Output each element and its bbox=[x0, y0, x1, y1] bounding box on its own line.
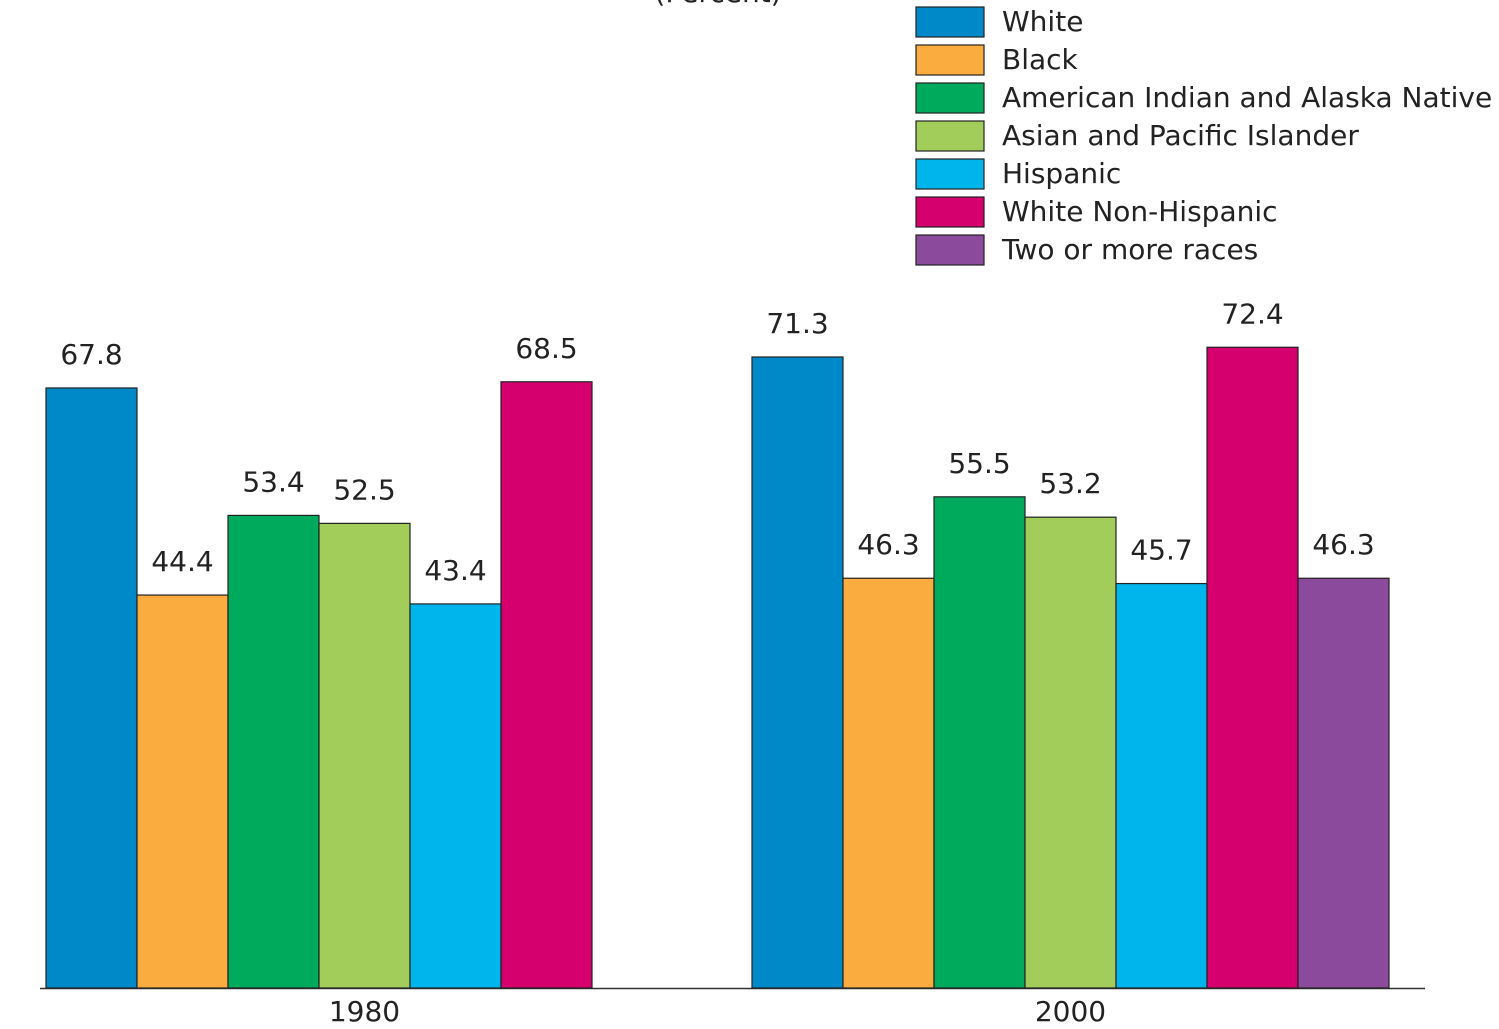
data-label: 43.4 bbox=[424, 554, 486, 587]
bar bbox=[933, 496, 1026, 989]
data-label: 53.2 bbox=[1039, 467, 1101, 500]
bar bbox=[751, 356, 844, 989]
bar bbox=[1297, 577, 1390, 989]
legend-label: White Non-Hispanic bbox=[1002, 195, 1278, 228]
legend-swatch bbox=[915, 234, 985, 266]
bar bbox=[318, 522, 411, 989]
data-label: 72.4 bbox=[1221, 297, 1283, 330]
legend-swatch bbox=[915, 120, 985, 152]
bar bbox=[45, 387, 138, 989]
legend-swatch bbox=[915, 82, 985, 114]
chart-subtitle: (Percent) bbox=[654, 0, 781, 9]
legend-label: Two or more races bbox=[1001, 233, 1258, 266]
bar bbox=[1115, 582, 1208, 989]
data-label: 55.5 bbox=[948, 447, 1010, 480]
legend-swatch bbox=[915, 44, 985, 76]
data-label: 71.3 bbox=[766, 307, 828, 340]
bar bbox=[500, 381, 593, 989]
x-tick-label: 1980 bbox=[329, 995, 400, 1028]
legend-label: Asian and Pacific Islander bbox=[1002, 119, 1359, 152]
bar bbox=[227, 514, 320, 989]
legend-label: Hispanic bbox=[1002, 157, 1121, 190]
data-label: 67.8 bbox=[60, 338, 122, 371]
bar bbox=[1206, 346, 1299, 989]
bar bbox=[842, 577, 935, 989]
data-label: 53.4 bbox=[242, 465, 304, 498]
legend-swatch bbox=[915, 158, 985, 190]
bar bbox=[136, 594, 229, 989]
data-label: 46.3 bbox=[1312, 528, 1374, 561]
legend-label: White bbox=[1002, 5, 1083, 38]
data-label: 45.7 bbox=[1130, 534, 1192, 567]
data-label: 44.4 bbox=[151, 545, 213, 578]
legend-swatch bbox=[915, 6, 985, 38]
legend-label: American Indian and Alaska Native bbox=[1002, 81, 1492, 114]
bar bbox=[409, 603, 502, 989]
data-label: 68.5 bbox=[515, 332, 577, 365]
legend-swatch bbox=[915, 196, 985, 228]
data-label: 46.3 bbox=[857, 528, 919, 561]
bar bbox=[1024, 516, 1117, 989]
data-label: 52.5 bbox=[333, 473, 395, 506]
legend-label: Black bbox=[1002, 43, 1079, 76]
x-tick-label: 2000 bbox=[1035, 995, 1106, 1028]
